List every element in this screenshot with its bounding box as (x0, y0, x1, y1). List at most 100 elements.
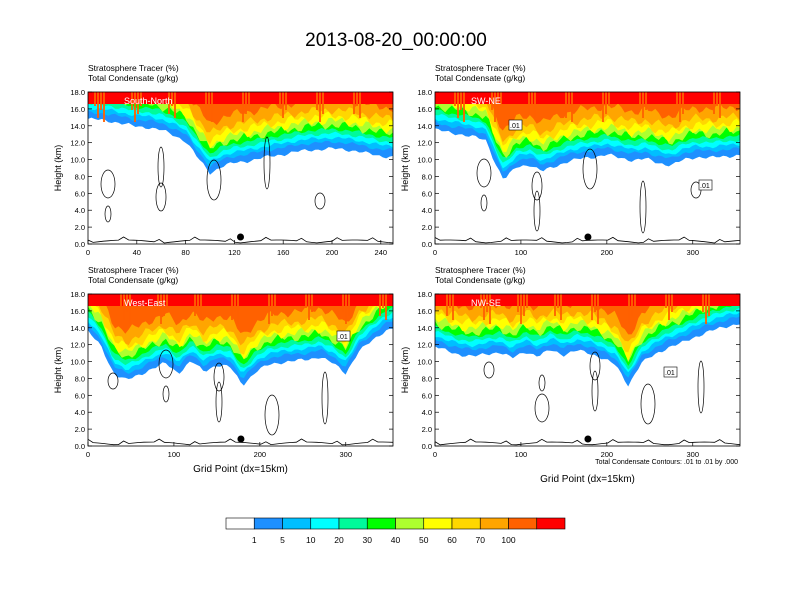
y-axis-label: Height (km) (400, 145, 410, 192)
tracer-streak (594, 294, 596, 312)
tracer-streak (494, 92, 496, 122)
condensate-contour (639, 180, 647, 234)
tracer-streak (231, 294, 233, 320)
tracer-streak (356, 92, 358, 106)
plot-frame (434, 91, 741, 245)
tracer-streak (200, 294, 202, 320)
contour-footnote: Total Condensate Contours: .01 to .01 by… (595, 459, 738, 466)
x-tick-label: 100 (515, 450, 528, 459)
tracer-streak (205, 92, 207, 118)
colorbar-label: 40 (391, 535, 401, 545)
condensate-contour (264, 394, 280, 436)
tracer-streak (197, 294, 199, 308)
x-tick-label: 0 (86, 248, 90, 257)
tracer-streak (348, 294, 350, 316)
colorbar-label: 20 (334, 535, 344, 545)
x-tick-label: 300 (339, 450, 352, 459)
x-tick-label: 300 (686, 248, 699, 257)
tracer-streak (634, 294, 636, 308)
location-marker (237, 233, 244, 241)
colorbar-box (479, 517, 509, 530)
x-tick-label: 0 (433, 248, 437, 257)
tracer-streak (168, 92, 170, 114)
condensate-contour (589, 351, 601, 381)
tracer-streak (483, 294, 485, 320)
y-tick-label: 4.0 (422, 206, 432, 215)
tracer-streak (166, 294, 168, 308)
tracer-streak (234, 294, 236, 312)
y-tick-label: 14.0 (417, 324, 432, 333)
y-axis-label: Height (km) (53, 347, 63, 394)
contour-label-box (698, 179, 713, 191)
y-tick-label: 6.0 (75, 391, 85, 400)
tracer-streak (463, 92, 465, 122)
location-marker (584, 435, 592, 443)
panel-label: SW-NE (471, 96, 501, 106)
tracer-streak (671, 294, 673, 312)
panel-header-condensate: Total Condensate (g/kg) (435, 275, 525, 285)
tracer-band-top (435, 92, 740, 104)
y-tick-label: 12.0 (70, 139, 85, 148)
tracer-streak (716, 92, 718, 106)
tracer-streak (126, 294, 128, 312)
x-tick-label: 200 (254, 450, 267, 459)
x-tick-label: 0 (433, 450, 437, 459)
terrain-line (435, 438, 740, 446)
tracer-streak (359, 92, 361, 118)
tracer-streak (353, 92, 355, 114)
tracer-streak (311, 294, 313, 312)
colorbar-box (253, 517, 283, 530)
tracer-streak (163, 294, 165, 316)
y-tick-label: 18.0 (417, 290, 432, 299)
condensate-contour (100, 169, 116, 199)
colorbar-box (225, 517, 255, 530)
tracer-streak (460, 92, 462, 110)
condensate-contour (263, 136, 271, 190)
y-tick-label: 16.0 (417, 307, 432, 316)
colorbar-box (395, 517, 425, 530)
tracer-streak (94, 92, 96, 106)
contour-label-box (336, 330, 351, 342)
y-axis-label: Height (km) (53, 145, 63, 192)
panel-label: West-East (124, 298, 166, 308)
tracer-streak (639, 92, 641, 106)
tracer-streak (665, 294, 667, 308)
tracer-streak (345, 294, 347, 324)
tracer-streak (342, 294, 344, 312)
x-axis-label: Grid Point (dx=15km) (540, 474, 635, 485)
tracer-streak (489, 294, 491, 324)
location-marker (237, 435, 245, 443)
tracer-streak (568, 92, 570, 110)
y-tick-label: 6.0 (422, 189, 432, 198)
colorbar-box (338, 517, 368, 530)
condensate-contour (531, 171, 543, 201)
colorbar-label: 10 (306, 535, 316, 545)
tracer-streak (708, 294, 710, 316)
x-axis-label: Grid Point (dx=15km) (193, 464, 288, 475)
tracer-streak (208, 92, 210, 110)
condensate-contour (155, 182, 167, 212)
contour-label: .01 (338, 334, 348, 341)
tracer-streak (279, 92, 281, 106)
tracer-streak (534, 92, 536, 118)
tracer-streak (100, 92, 102, 110)
contour-label-box (508, 119, 523, 131)
panel-header-condensate: Total Condensate (g/kg) (88, 275, 178, 285)
plot-area (435, 294, 740, 446)
colorbar: 1 5 10 20 30 40 50 60 70 100 (225, 517, 566, 545)
panel-nw-se: Stratosphere Tracer (%)Total Condensate … (400, 265, 741, 485)
tracer-streak (282, 92, 284, 118)
tracer-band-top (435, 294, 740, 306)
tracer-streak (97, 92, 99, 118)
y-tick-label: 4.0 (422, 408, 432, 417)
y-tick-label: 16.0 (417, 105, 432, 114)
tracer-streak (157, 294, 159, 312)
condensate-contour (533, 190, 541, 232)
tracer-streak (274, 294, 276, 308)
y-tick-label: 0.0 (422, 442, 432, 451)
tracer-streak (526, 294, 528, 308)
y-tick-label: 14.0 (70, 122, 85, 131)
tracer-streak (446, 294, 448, 316)
tracer-streak (602, 92, 604, 122)
